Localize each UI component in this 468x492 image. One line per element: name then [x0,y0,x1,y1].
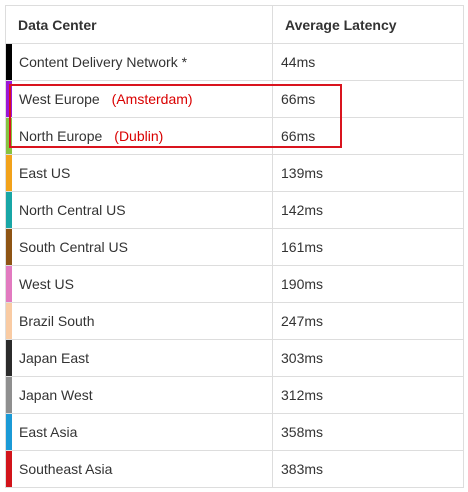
color-swatch [6,44,12,80]
color-swatch [6,266,12,302]
latency-value: 161ms [272,228,464,266]
latency-value: 312ms [272,376,464,414]
table-row: Content Delivery Network * 44ms [5,43,464,81]
latency-value: 303ms [272,339,464,377]
latency-value: 190ms [272,265,464,303]
table-row: West Europe (Amsterdam) 66ms [5,80,464,118]
color-swatch [6,414,12,450]
table-row: East US 139ms [5,154,464,192]
city-annotation: (Amsterdam) [111,91,193,107]
data-center-cell: North Europe (Dublin) [5,117,273,155]
data-center-name: East US [19,165,71,181]
color-swatch [6,155,12,191]
table-row: Southeast Asia 383ms [5,450,464,488]
data-center-name: North Central US [19,202,126,218]
data-center-name: Southeast Asia [19,461,113,477]
data-center-name: Brazil South [19,313,95,329]
table-body: Content Delivery Network * 44ms West Europ… [5,43,464,488]
data-center-cell: Japan East [5,339,273,377]
color-swatch [6,451,12,487]
latency-value: 247ms [272,302,464,340]
data-center-name: Japan East [19,350,90,366]
color-swatch [6,340,12,376]
data-center-cell: Content Delivery Network * [5,43,273,81]
header-average-latency: Average Latency [272,5,464,44]
data-center-cell: Southeast Asia [5,450,273,488]
color-swatch [6,303,12,339]
header-data-center: Data Center [5,5,273,44]
table-row: South Central US 161ms [5,228,464,266]
color-swatch [6,377,12,413]
table-row: Brazil South 247ms [5,302,464,340]
data-center-cell: Japan West [5,376,273,414]
data-center-cell: South Central US [5,228,273,266]
data-center-name: South Central US [19,239,128,255]
data-center-name: West US [19,276,74,292]
latency-value: 44ms [272,43,464,81]
latency-value: 66ms [272,117,464,155]
color-swatch [6,118,12,154]
latency-table: Data Center Average Latency Content Deli… [5,5,464,488]
color-swatch [6,192,12,228]
table-row: North Central US 142ms [5,191,464,229]
table-row: North Europe (Dublin) 66ms [5,117,464,155]
data-center-cell: East US [5,154,273,192]
latency-value: 142ms [272,191,464,229]
data-center-name: North Europe [19,128,103,144]
city-annotation: (Dublin) [114,128,164,144]
data-center-name: West Europe [19,91,100,107]
data-center-cell: North Central US [5,191,273,229]
table-row: East Asia 358ms [5,413,464,451]
latency-value: 358ms [272,413,464,451]
color-swatch [6,229,12,265]
latency-value: 383ms [272,450,464,488]
data-center-cell: West US [5,265,273,303]
latency-value: 139ms [272,154,464,192]
latency-value: 66ms [272,80,464,118]
table-row: Japan West 312ms [5,376,464,414]
data-center-cell: West Europe (Amsterdam) [5,80,273,118]
data-center-name: Japan West [19,387,93,403]
color-swatch [6,81,12,117]
table-header-row: Data Center Average Latency [5,5,464,44]
data-center-cell: Brazil South [5,302,273,340]
data-center-cell: East Asia [5,413,273,451]
data-center-name: Content Delivery Network * [19,54,188,70]
data-center-name: East Asia [19,424,78,440]
table-row: West US 190ms [5,265,464,303]
table-row: Japan East 303ms [5,339,464,377]
